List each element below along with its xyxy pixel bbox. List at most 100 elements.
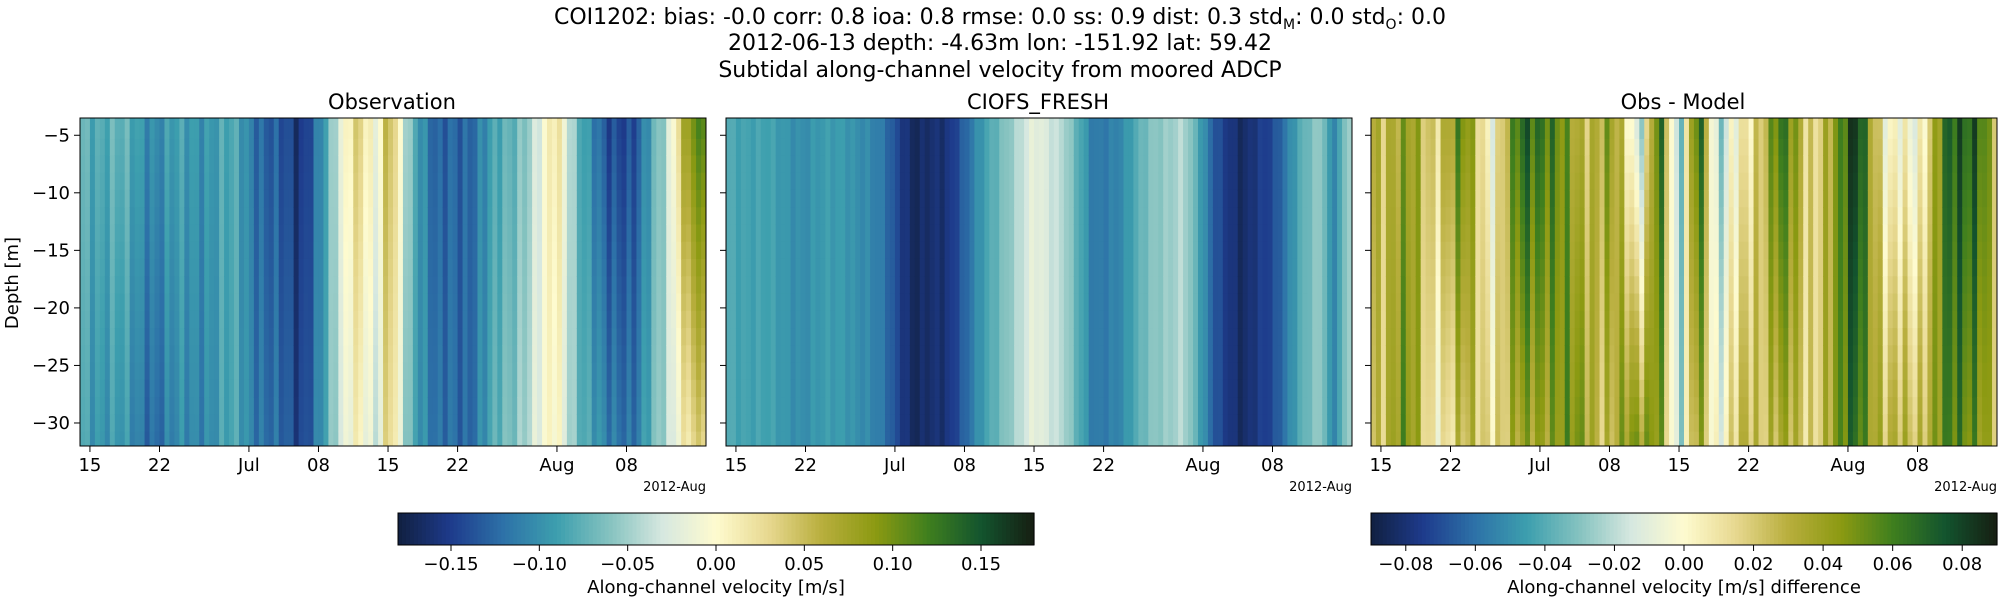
- heatmap-cell: [845, 328, 851, 346]
- heatmap-cell: [1400, 397, 1407, 415]
- heatmap-cell: [214, 362, 220, 381]
- heatmap-cell: [1385, 276, 1392, 295]
- heatmap-cell: [1083, 345, 1090, 364]
- heatmap-cell: [671, 258, 677, 277]
- heatmap-cell: [994, 276, 1000, 295]
- heatmap-cell: [184, 172, 190, 191]
- heatmap-cell: [1009, 224, 1015, 243]
- heatmap-cell: [328, 258, 334, 277]
- heatmap-cell: [641, 172, 647, 191]
- heatmap-cell: [1009, 207, 1015, 226]
- heatmap-cell: [1242, 379, 1249, 398]
- heatmap-cell: [338, 362, 344, 381]
- heatmap-cell: [383, 362, 389, 381]
- heatmap-cell: [407, 207, 414, 226]
- heatmap-cell: [522, 258, 528, 277]
- heatmap-cell: [517, 397, 523, 415]
- heatmap-cell: [636, 397, 643, 415]
- heatmap-cell: [1073, 397, 1080, 415]
- heatmap-cell: [1034, 362, 1040, 381]
- heatmap-cell: [989, 172, 995, 191]
- heatmap-cell: [1202, 431, 1209, 446]
- heatmap-cell: [735, 155, 742, 174]
- heatmap-cell: [159, 310, 166, 329]
- heatmap-cell: [929, 397, 936, 415]
- heatmap-cell: [929, 345, 936, 364]
- heatmap-cell: [1327, 328, 1333, 346]
- heatmap-cell: [1178, 241, 1184, 260]
- heatmap-cell: [542, 189, 548, 208]
- heatmap-cell: [209, 328, 215, 346]
- heatmap-cell: [1332, 397, 1338, 415]
- heatmap-cell: [1257, 207, 1264, 226]
- heatmap-cell: [676, 310, 682, 329]
- heatmap-cell: [313, 138, 320, 157]
- heatmap-cell: [323, 379, 330, 398]
- heatmap-cell: [1232, 293, 1239, 312]
- heatmap-cell: [159, 345, 166, 364]
- heatmap-cell: [1327, 241, 1333, 260]
- heatmap-cell: [870, 189, 876, 208]
- heatmap-cell: [154, 207, 161, 226]
- heatmap-cell: [676, 138, 682, 157]
- heatmap-cell: [1347, 328, 1352, 346]
- heatmap-cell: [1217, 293, 1224, 312]
- heatmap-cell: [1083, 138, 1090, 157]
- heatmap-cell: [80, 276, 86, 295]
- heatmap-cell: [1262, 138, 1269, 157]
- heatmap-cell: [378, 118, 384, 140]
- heatmap-cell: [1380, 328, 1387, 346]
- heatmap-cell: [1287, 207, 1293, 226]
- heatmap-cell: [497, 293, 503, 312]
- heatmap-cell: [308, 172, 315, 191]
- heatmap-cell: [909, 362, 916, 381]
- heatmap-cell: [1173, 207, 1179, 226]
- heatmap-cell: [1262, 397, 1269, 415]
- heatmap-cell: [348, 328, 354, 346]
- heatmap-cell: [1193, 118, 1199, 140]
- heatmap-cell: [99, 207, 106, 226]
- heatmap-cell: [1322, 241, 1328, 260]
- heatmap-cell: [974, 118, 980, 140]
- heatmap-cell: [283, 293, 290, 312]
- heatmap-cell: [1312, 293, 1318, 312]
- heatmap-cell: [750, 414, 757, 433]
- heatmap-cell: [437, 414, 444, 433]
- heatmap-cell: [447, 224, 454, 243]
- heatmap-cell: [1108, 241, 1115, 260]
- heatmap-cell: [556, 258, 563, 277]
- heatmap-cell: [497, 118, 503, 140]
- heatmap-cell: [1024, 345, 1030, 364]
- heatmap-cell: [656, 293, 662, 312]
- heatmap-cell: [805, 258, 812, 277]
- heatmap-cell: [537, 431, 543, 446]
- heatmap-cell: [1252, 431, 1259, 446]
- heatmap-cell: [194, 207, 200, 226]
- heatmap-cell: [1380, 431, 1387, 446]
- heatmap-cell: [770, 293, 777, 312]
- heatmap-cell: [1262, 172, 1269, 191]
- heatmap-cell: [1083, 414, 1090, 433]
- heatmap-cell: [800, 172, 807, 191]
- heatmap-cell: [1385, 189, 1392, 208]
- heatmap-cell: [179, 379, 185, 398]
- heatmap-cell: [472, 224, 479, 243]
- heatmap-cell: [1128, 241, 1134, 260]
- heatmap-cell: [616, 345, 623, 364]
- heatmap-cell: [1395, 328, 1402, 346]
- heatmap-cell: [691, 155, 697, 174]
- heatmap-cell: [775, 431, 782, 446]
- heatmap-cell: [949, 241, 956, 260]
- heatmap-cell: [134, 118, 141, 140]
- heatmap-cell: [1272, 293, 1279, 312]
- heatmap-cell: [472, 414, 479, 433]
- heatmap-cell: [1168, 328, 1174, 346]
- heatmap-cell: [1153, 138, 1159, 157]
- heatmap-cell: [532, 431, 538, 446]
- heatmap-cell: [482, 224, 488, 243]
- heatmap-cell: [224, 189, 230, 208]
- heatmap-cell: [248, 310, 255, 329]
- heatmap-cell: [1227, 362, 1234, 381]
- heatmap-cell: [323, 138, 330, 157]
- heatmap-cell: [904, 189, 911, 208]
